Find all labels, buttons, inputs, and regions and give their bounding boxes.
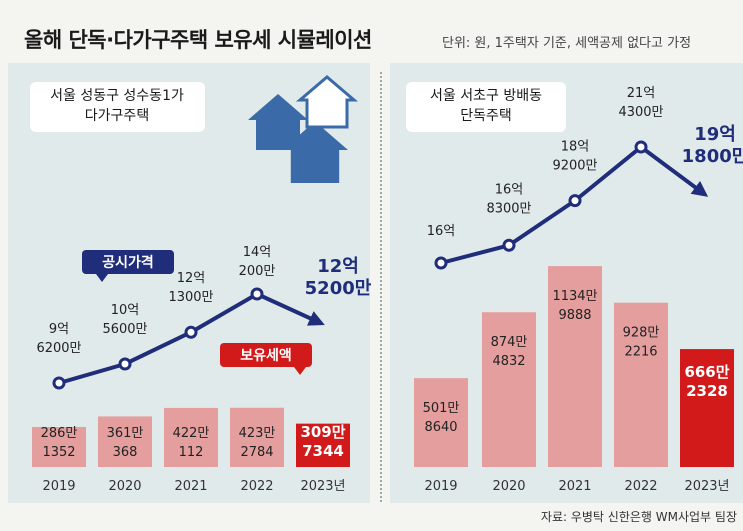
p1-bar <box>98 416 152 467</box>
p1-legend-line-pointer <box>96 274 108 282</box>
p2-year-label: 2020 <box>492 479 525 494</box>
p1-bar-label: 422만 112 <box>173 426 210 460</box>
source-note: 자료: 우병탁 신한은행 WM사업부 팀장 <box>540 510 737 524</box>
p1-price-point <box>184 325 198 339</box>
p2-chart-title: 서울 서초구 방배동 단독주택 <box>430 88 542 124</box>
p1-year-label: 2023년 <box>300 479 345 494</box>
p1-year-label: 2022 <box>240 479 273 494</box>
p1-price-point <box>250 287 264 301</box>
p2-price-line <box>440 145 643 265</box>
p1-year-label: 2020 <box>108 479 141 494</box>
house-icon <box>248 94 308 150</box>
p1-price-point <box>118 357 132 371</box>
p2-price-label: 16억 <box>427 224 456 239</box>
p2-year-label: 2023년 <box>684 479 729 494</box>
p2-price-point <box>634 140 648 154</box>
p2-year-label: 2021 <box>558 479 591 494</box>
p2-bar-label: 666만 2328 <box>684 363 729 400</box>
p1-price-line <box>58 292 259 385</box>
unit-note: 단위: 원, 1주택자 기준, 세액공제 없다고 가정 <box>442 36 692 51</box>
p1-bar <box>296 423 350 467</box>
p1-price-label-projected: 12억 5200만 <box>305 256 372 299</box>
p1-bar-label: 286만 1352 <box>41 426 78 460</box>
p1-bar <box>164 407 218 467</box>
p2-price-arrow <box>639 145 709 197</box>
p1-legend-bar-pointer <box>294 367 306 375</box>
p2-bar <box>548 266 602 467</box>
p2-year-label: 2022 <box>624 479 657 494</box>
p1-legend-bar-label: 보유세액 <box>240 347 292 364</box>
p2-price-label: 21억 4300만 <box>618 86 663 120</box>
house-icon <box>282 121 348 183</box>
p2-price-point <box>434 256 448 270</box>
p1-year-label: 2021 <box>174 479 207 494</box>
p1-bar <box>32 426 86 467</box>
p1-price-label: 12억 1300만 <box>168 271 213 305</box>
p2-bar-label: 501만 8640 <box>423 401 460 435</box>
p1-chart-title: 서울 성동구 성수동1가 다가구주택 <box>50 88 184 124</box>
p2-price-point <box>568 194 582 208</box>
p1-legend-bar-tag <box>220 343 312 367</box>
p1-bar-label: 423만 2784 <box>239 426 276 460</box>
p2-bar-label: 928만 2216 <box>623 326 660 360</box>
p1-legend-line-label: 공시가격 <box>102 254 154 271</box>
p1-price-label: 9억 6200만 <box>36 322 81 356</box>
p1-bar <box>230 407 284 467</box>
p2-bar <box>482 312 536 467</box>
p2-price-point <box>502 238 516 252</box>
p2-bar <box>680 349 734 467</box>
p1-price-label: 10억 5600만 <box>102 303 147 337</box>
p1-price-point <box>52 376 66 390</box>
panel-divider <box>380 72 382 502</box>
p1-bar-label: 361만 368 <box>107 426 144 460</box>
p1-price-arrow <box>256 292 325 326</box>
p2-bar <box>414 378 468 467</box>
p2-price-label: 18억 9200만 <box>552 140 597 174</box>
p1-price-label: 14억 200만 <box>239 245 276 279</box>
p2-bar-label: 1134만 9888 <box>552 289 597 323</box>
p1-legend-line-tag <box>82 250 174 274</box>
p2-bar <box>614 302 668 467</box>
house-outline-icon <box>295 75 359 129</box>
p1-title-box <box>30 82 205 132</box>
p1-year-label: 2019 <box>42 479 75 494</box>
page-title: 올해 단독·다가구주택 보유세 시뮬레이션 <box>24 28 372 52</box>
p1-bar-label: 309만 7344 <box>300 423 345 460</box>
p2-year-label: 2019 <box>424 479 457 494</box>
p2-price-label: 16억 8300만 <box>486 182 531 216</box>
header: 올해 단독·다가구주택 보유세 시뮬레이션 단위: 원, 1주택자 기준, 세액… <box>0 0 743 62</box>
p2-title-box <box>406 82 566 132</box>
houses-icon <box>248 75 359 183</box>
p2-bar-label: 874만 4832 <box>491 335 528 369</box>
p2-price-label-projected: 19억 1800만 <box>682 124 743 167</box>
